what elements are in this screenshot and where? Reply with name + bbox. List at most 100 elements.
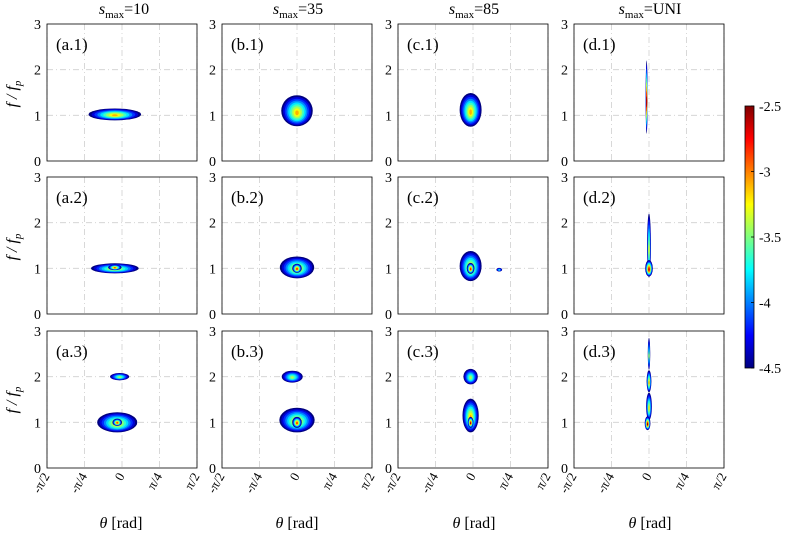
y-tick-label: 0 xyxy=(385,308,392,323)
panel: 0 1 2 3 (a.3) xyxy=(34,325,198,477)
x-axis-label: θ [rad] xyxy=(100,515,143,532)
y-tick-label: 1 xyxy=(209,109,216,124)
contour-level xyxy=(291,376,294,379)
density-blob xyxy=(645,260,653,277)
y-tick-label: 0 xyxy=(561,308,568,323)
contour-level xyxy=(648,381,650,385)
x-tick-label: π/4 xyxy=(495,470,517,492)
panel: 0 1 2 3 (b.1) xyxy=(209,18,373,170)
y-tick-label: 3 xyxy=(385,18,392,33)
contour-level xyxy=(118,376,121,378)
panel-border xyxy=(221,23,373,162)
y-tick-label: 2 xyxy=(34,371,41,386)
panel-label: (b.1) xyxy=(231,35,264,54)
density-blob xyxy=(647,337,651,370)
y-tick-label: 1 xyxy=(561,416,568,431)
contour-level xyxy=(648,353,650,359)
panel: 0 1 2 3 (b.2) xyxy=(209,171,373,323)
contour-level xyxy=(470,422,472,424)
y-tick-label: 1 xyxy=(209,262,216,277)
y-tick-label: 0 xyxy=(385,462,392,477)
y-tick-label: 0 xyxy=(34,462,41,477)
x-tick-label: 0 xyxy=(638,470,654,483)
y-axis-label: f / fp xyxy=(4,80,24,107)
panel-border xyxy=(397,176,549,315)
density-blob xyxy=(644,416,651,431)
y-tick-label: 1 xyxy=(385,262,392,277)
y-tick-label: 1 xyxy=(34,262,41,277)
y-tick-label: 2 xyxy=(34,64,41,79)
x-tick-label: 0 xyxy=(462,470,478,483)
y-tick-label: 3 xyxy=(209,18,216,33)
y-tick-label: 2 xyxy=(34,217,41,232)
x-tick-labels: -π/2 -π/4 0 π/4 π/2 -π/2 -π/4 0 π/4 π/2 -π/2 -π/4 0 π… xyxy=(29,470,729,496)
contour-level xyxy=(114,267,116,269)
y-tick-label: 0 xyxy=(385,155,392,170)
column-title: smax=UNI xyxy=(619,1,682,21)
x-tick-label: -π/4 xyxy=(242,470,266,496)
y-tick-label: 2 xyxy=(385,64,392,79)
x-tick-label: -π/2 xyxy=(29,470,52,496)
y-tick-label: 2 xyxy=(561,217,568,232)
colorbar: -2.5 -3 -3.5 -4 -4.5 xyxy=(744,100,781,377)
panel: 0 1 2 3 (d.2) xyxy=(561,171,725,323)
contour-level xyxy=(646,96,648,108)
x-tick-label: 0 xyxy=(111,470,127,483)
y-tick-label: 1 xyxy=(385,109,392,124)
x-axis-labels: θ [rad] θ [rad] θ [rad] θ [rad] xyxy=(100,515,672,532)
x-tick-label: 0 xyxy=(286,470,302,483)
y-axis-label: f / fp xyxy=(4,233,24,260)
column-title: smax=10 xyxy=(99,1,149,21)
y-tick-label: 3 xyxy=(34,18,41,33)
x-tick-label: π/2 xyxy=(708,470,729,492)
y-tick-label: 3 xyxy=(385,325,392,340)
panel: 0 1 2 3 (b.3) xyxy=(209,325,373,477)
panel: 0 1 2 3 (c.1) xyxy=(385,18,549,170)
contour-level xyxy=(116,422,118,424)
x-tick-label: -π/2 xyxy=(556,470,579,496)
y-tick-label: 1 xyxy=(561,109,568,124)
panel-label: (a.3) xyxy=(56,342,88,361)
contour-level xyxy=(469,376,472,379)
density-blob xyxy=(110,373,130,381)
y-tick-label: 2 xyxy=(561,371,568,386)
y-tick-label: 0 xyxy=(561,155,568,170)
y-tick-label: 3 xyxy=(561,18,568,33)
panel-grid: 0 1 2 3 (a.1) 0 1 2 3 (b.1) 0 1 2 3 (c.1) 0 1 2 3 (d.1) 0 1 2 3… xyxy=(34,18,725,477)
density-blob xyxy=(466,262,475,274)
contour-level xyxy=(648,244,650,255)
y-tick-label: 3 xyxy=(34,171,41,186)
y-tick-label: 3 xyxy=(209,171,216,186)
density-blob xyxy=(463,368,478,385)
panel-label: (d.3) xyxy=(583,342,616,361)
y-tick-label: 1 xyxy=(34,109,41,124)
y-axis-label: f / fp xyxy=(4,386,24,413)
panel-label: (a.2) xyxy=(56,188,88,207)
x-tick-label: -π/4 xyxy=(418,470,442,496)
contour-level xyxy=(111,114,118,117)
y-tick-label: 0 xyxy=(34,308,41,323)
panel-border xyxy=(221,330,373,469)
y-tick-label: 2 xyxy=(209,371,216,386)
y-tick-label: 2 xyxy=(209,64,216,79)
contour-level xyxy=(296,422,298,424)
y-tick-label: 3 xyxy=(561,325,568,340)
colorbar-tick-label: -3 xyxy=(759,166,771,181)
colorbar-ticks: -2.5 -3 -3.5 -4 -4.5 xyxy=(751,100,781,377)
colorbar-tick-label: -2.5 xyxy=(759,100,781,115)
panel-label: (b.3) xyxy=(231,342,264,361)
density-blob xyxy=(88,108,142,121)
y-tick-label: 1 xyxy=(209,416,216,431)
density-blob xyxy=(496,267,503,272)
panel-label: (a.1) xyxy=(56,35,88,54)
y-tick-label: 0 xyxy=(34,155,41,170)
y-tick-label: 0 xyxy=(209,462,216,477)
panel-border xyxy=(46,23,198,162)
y-tick-label: 2 xyxy=(561,64,568,79)
density-blob xyxy=(292,263,302,273)
panel-border xyxy=(573,176,725,315)
x-tick-label: -π/2 xyxy=(204,470,227,496)
panel-border xyxy=(46,176,198,315)
panel-border xyxy=(573,23,725,162)
colorbar-tick-label: -4.5 xyxy=(759,362,781,377)
